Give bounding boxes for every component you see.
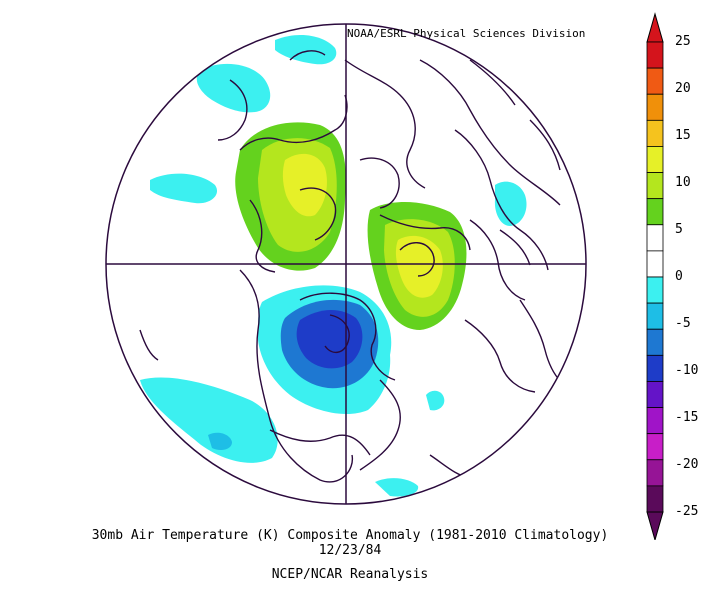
credit-label: NOAA/ESRL Physical Sciences Division <box>347 27 586 40</box>
colorbar-segment <box>646 224 664 252</box>
cyan-patch-pacific <box>140 377 278 463</box>
cyan-patch-atlantic <box>426 390 445 411</box>
cyan-patch-siberia <box>494 181 527 226</box>
colorbar-segment <box>646 93 664 121</box>
colorbar-tick-label: 0 <box>675 269 683 284</box>
colorbar-tick-label: 15 <box>675 128 691 143</box>
colorbar-segment <box>646 250 664 278</box>
blue-patch-pacific <box>208 432 232 450</box>
cyan-patch-west <box>150 173 218 204</box>
colorbar-segment <box>646 354 664 382</box>
colorbar-segment <box>646 407 664 435</box>
date-label: 12/23/84 <box>318 543 382 558</box>
colorbar-segment <box>646 41 664 69</box>
colorbar <box>646 12 664 540</box>
colorbar-segment <box>646 119 664 147</box>
colorbar-segment <box>646 146 664 173</box>
map-boundary <box>105 23 587 505</box>
colorbar-tick-label: -25 <box>675 504 699 519</box>
colorbar-segment <box>646 433 664 461</box>
colorbar-segment <box>646 172 664 200</box>
colorbar-tick-label: -5 <box>675 316 691 331</box>
colorbar-tick-label: 20 <box>675 81 691 96</box>
colorbar-tick-label: 25 <box>675 34 691 49</box>
cyan-patch-arctic-top <box>196 63 271 113</box>
colorbar-top-arrow <box>646 12 664 43</box>
colorbar-segment <box>646 276 664 304</box>
colorbar-tick-label: 5 <box>675 222 683 237</box>
colorbar-segment <box>646 67 664 95</box>
colorbar-segment <box>646 302 664 330</box>
chart-title: 30mb Air Temperature (K) Composite Anoma… <box>91 528 609 543</box>
colorbar-segment <box>646 485 664 513</box>
cyan-patch-south <box>375 478 419 497</box>
colorbar-bottom-arrow <box>646 511 664 540</box>
cyan-patch-upper <box>275 34 337 65</box>
coastlines <box>139 50 576 483</box>
colorbar-tick-label: -10 <box>675 363 699 378</box>
yellow-patch-arctic <box>282 153 327 217</box>
colorbar-segment <box>646 328 664 356</box>
colorbar-tick-label: 10 <box>675 175 691 190</box>
colorbar-tick-label: -15 <box>675 410 699 425</box>
colorbar-segment <box>646 198 664 226</box>
source-label: NCEP/NCAR Reanalysis <box>271 567 429 582</box>
colorbar-segment <box>646 381 664 408</box>
colorbar-tick-label: -20 <box>675 457 699 472</box>
colorbar-segment <box>646 459 664 487</box>
